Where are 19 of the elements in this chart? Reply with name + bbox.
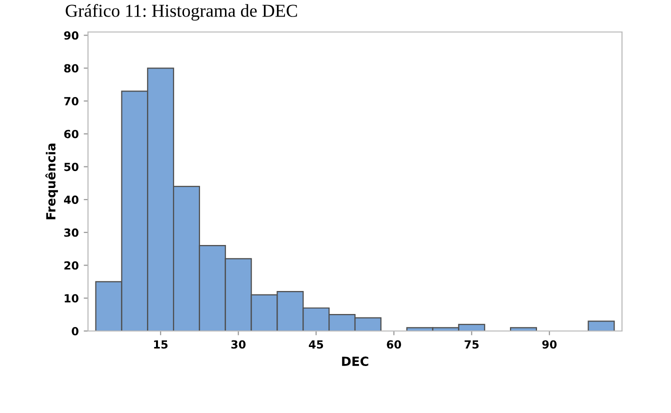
y-tick-label: 40	[64, 196, 78, 204]
y-tick-label: 70	[64, 96, 78, 106]
y-tick-label: 90	[64, 31, 78, 40]
x-tick-label: 75	[464, 340, 479, 349]
y-tick-label: 50	[64, 162, 78, 172]
y-tick-label: 80	[64, 64, 78, 73]
x-tick-label: 30	[231, 340, 246, 349]
y-tick-label: 10	[64, 294, 78, 303]
y-tick-label: 30	[64, 228, 78, 237]
x-axis-title: DEC	[342, 356, 368, 366]
y-tick-label: 20	[64, 261, 78, 270]
chart-title: Gráfico 11: Histograma de DEC	[66, 4, 297, 21]
y-axis-title: Frequência	[45, 144, 58, 220]
x-tick-label: 45	[308, 340, 324, 349]
y-tick-label: 60	[64, 130, 78, 138]
x-tick-label: 90	[542, 340, 557, 349]
x-tick-label: 15	[154, 340, 168, 349]
x-tick-label: 60	[386, 340, 402, 349]
y-tick-label: 0	[72, 326, 78, 336]
